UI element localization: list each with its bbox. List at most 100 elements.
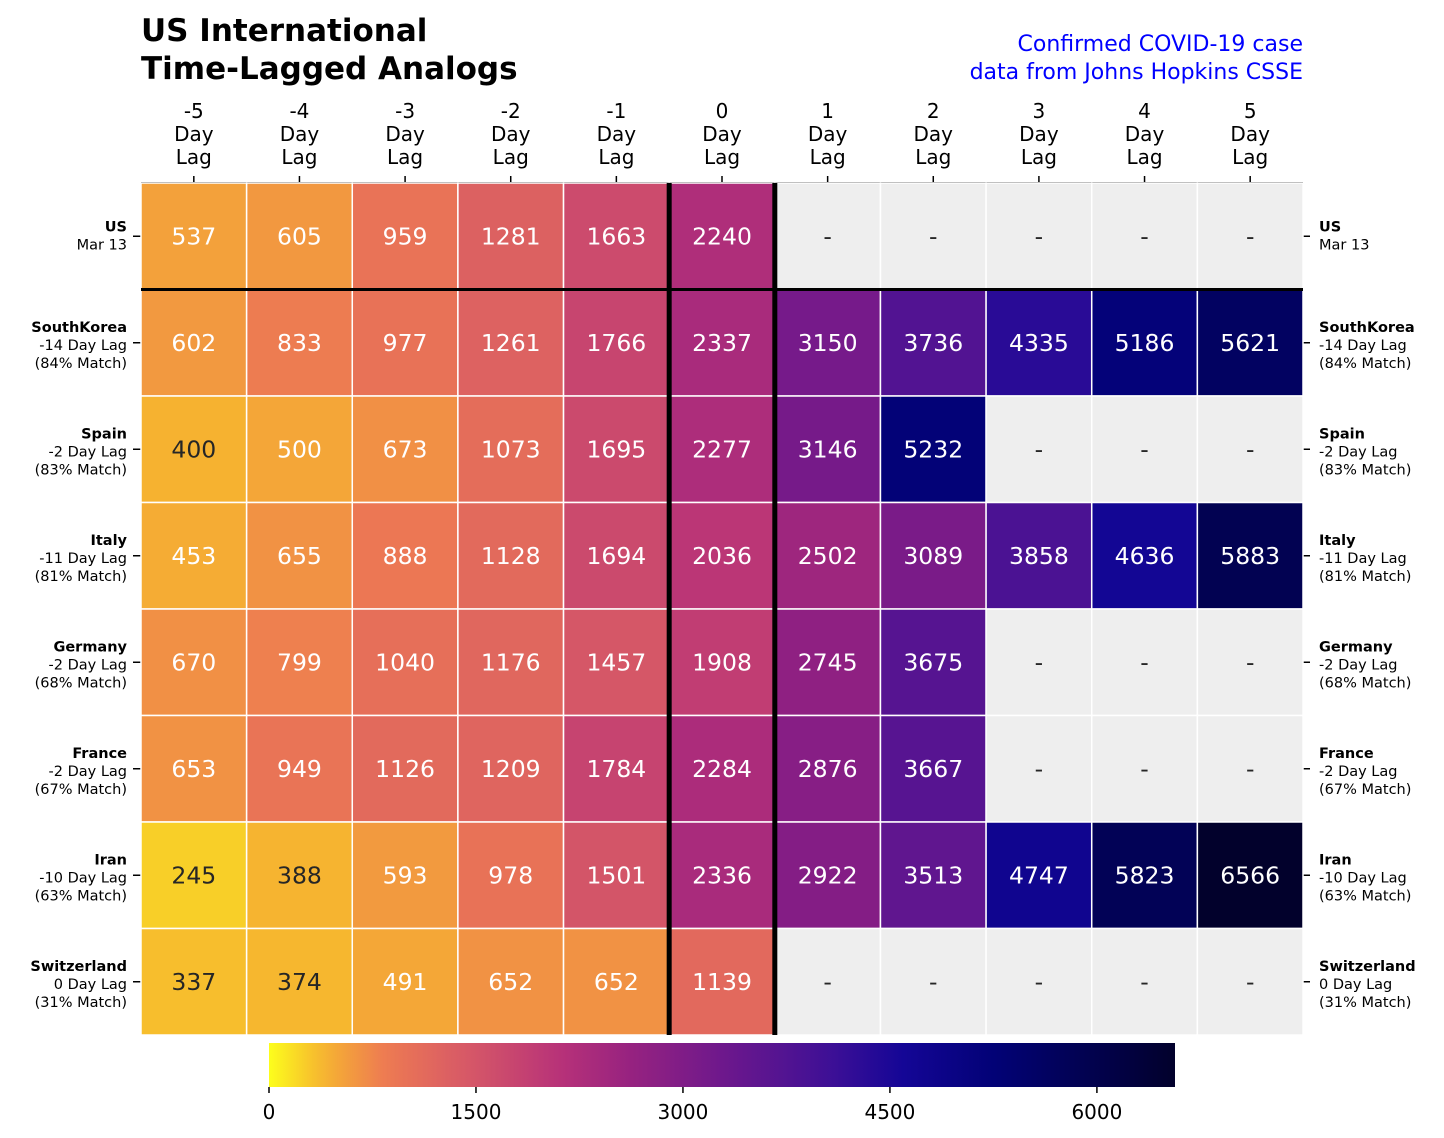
cell-value-label: 2922 xyxy=(798,861,858,889)
row-label-left-5-line-2: (67% Match) xyxy=(35,782,127,798)
cell-value-label: 5883 xyxy=(1220,542,1280,570)
heatmap-cell xyxy=(562,714,670,823)
cell-value-label: 655 xyxy=(277,542,322,570)
heatmap-cell xyxy=(1196,182,1304,291)
row-label-right-0-line-1: Mar 13 xyxy=(1319,237,1369,253)
heatmap-cell xyxy=(1196,821,1304,930)
cell-value-label: 337 xyxy=(171,968,216,996)
cell-value-label: 2277 xyxy=(692,435,752,463)
cell-value-label: 500 xyxy=(277,435,322,463)
cell-value-label: 977 xyxy=(383,329,428,357)
column-header-8-line-1: Day xyxy=(1019,122,1059,146)
colorbar-tick-label-2: 3000 xyxy=(657,1100,708,1124)
column-header-10-line-0: 5 xyxy=(1244,99,1257,123)
heatmap-cell xyxy=(668,821,776,930)
row-label-right-6-line-0: Iran xyxy=(1319,852,1352,868)
heatmap-cell xyxy=(562,608,670,717)
cell-missing-label: - xyxy=(929,968,937,996)
heatmap-cell xyxy=(562,288,670,397)
colorbar-tick-label-3: 4500 xyxy=(864,1100,915,1124)
cell-value-label: 2336 xyxy=(692,861,752,889)
heatmap-cell xyxy=(879,608,987,717)
heatmap-cell xyxy=(774,501,882,610)
heatmap-cell xyxy=(351,927,459,1036)
cell-missing-label: - xyxy=(1140,435,1148,463)
cell-value-label: 605 xyxy=(277,222,322,250)
row-label-right-5-line-1: -2 Day Lag xyxy=(1319,764,1397,780)
heatmap-cell xyxy=(140,821,248,930)
cell-value-label: 245 xyxy=(171,861,216,889)
cell-value-label: 799 xyxy=(277,648,322,676)
row-label-left-5-line-1: -2 Day Lag xyxy=(49,764,127,780)
cell-value-label: 4636 xyxy=(1115,542,1175,570)
chart-title-line-2: Time-Lagged Analogs xyxy=(141,51,518,87)
heatmap-cell xyxy=(1196,501,1304,610)
column-header-1-line-0: -4 xyxy=(289,99,309,123)
row-label-right-7-line-2: (31% Match) xyxy=(1319,995,1411,1011)
cell-value-label: 2502 xyxy=(798,542,858,570)
row-label-right-1-line-0: SouthKorea xyxy=(1319,320,1415,336)
cell-missing-label: - xyxy=(929,222,937,250)
row-label-left-7-line-0: Switzerland xyxy=(30,959,127,975)
cell-value-label: 1128 xyxy=(481,542,541,570)
column-header-5-line-2: Lag xyxy=(704,145,740,169)
heatmap-cell xyxy=(774,821,882,930)
heatmap-cell xyxy=(1090,501,1199,610)
cell-value-label: 1501 xyxy=(586,861,646,889)
cell-value-label: 4335 xyxy=(1009,329,1069,357)
cell-missing-label: - xyxy=(1035,222,1043,250)
row-label-right-7-line-1: 0 Day Lag xyxy=(1319,977,1392,993)
heatmap-cell xyxy=(562,182,670,291)
row-label-right-6-line-2: (63% Match) xyxy=(1319,888,1411,904)
column-header-9-line-2: Lag xyxy=(1126,145,1162,169)
cell-value-label: 1261 xyxy=(481,329,541,357)
cell-value-label: 653 xyxy=(171,755,216,783)
heatmap-cell xyxy=(774,927,882,1036)
column-header-5-line-0: 0 xyxy=(716,99,729,123)
heatmap-cells: 537 605 959 1281 1663 2240 - - - - - 602 833 977 1261 1… xyxy=(140,182,1304,1036)
column-header-6-line-1: Day xyxy=(808,122,848,146)
cell-value-label: 1073 xyxy=(481,435,541,463)
cell-value-label: 5186 xyxy=(1115,329,1175,357)
cell-value-label: 602 xyxy=(171,329,216,357)
row-label-right-6-line-1: -10 Day Lag xyxy=(1319,870,1407,886)
cell-value-label: 3150 xyxy=(798,329,858,357)
column-header-0-line-0: -5 xyxy=(184,99,204,123)
row-label-left-7-line-1: 0 Day Lag xyxy=(54,977,127,993)
heatmap-cell xyxy=(245,608,354,717)
heatmap-cell xyxy=(668,608,776,717)
colorbar-gradient xyxy=(269,1043,1175,1087)
heatmap-cell xyxy=(668,927,776,1036)
row-label-left-3-line-1: -11 Day Lag xyxy=(39,551,127,567)
row-label-right-4-line-0: Germany xyxy=(1319,639,1393,655)
cell-value-label: 3513 xyxy=(903,861,963,889)
column-header-4-line-2: Lag xyxy=(598,145,634,169)
cell-value-label: 1694 xyxy=(586,542,646,570)
heatmap-cell xyxy=(1090,608,1199,717)
heatmap-cell xyxy=(245,182,354,291)
column-header-9-line-0: 4 xyxy=(1138,99,1151,123)
heatmap-cell xyxy=(1196,714,1304,823)
row-label-left-3-line-2: (81% Match) xyxy=(35,569,127,585)
row-label-left-1-line-2: (84% Match) xyxy=(35,356,127,372)
cell-value-label: 670 xyxy=(171,648,216,676)
cell-value-label: 1139 xyxy=(692,968,752,996)
heatmap-cell xyxy=(985,501,1093,610)
cell-missing-label: - xyxy=(823,968,831,996)
column-header-8-line-2: Lag xyxy=(1021,145,1057,169)
heatmap-cell xyxy=(562,927,670,1036)
heatmap-cell xyxy=(1196,927,1304,1036)
colorbar-tick-label-0: 0 xyxy=(263,1100,276,1124)
cell-missing-label: - xyxy=(1140,755,1148,783)
heatmap-cell xyxy=(668,714,776,823)
row-label-right-2-line-1: -2 Day Lag xyxy=(1319,444,1397,460)
row-label-left-0-line-1: Mar 13 xyxy=(77,237,127,253)
column-header-0-line-2: Lag xyxy=(176,145,212,169)
heatmap-cell xyxy=(879,714,987,823)
row-label-left-6-line-0: Iran xyxy=(94,852,127,868)
column-header-7-line-2: Lag xyxy=(915,145,951,169)
cell-value-label: 388 xyxy=(277,861,322,889)
row-label-left-4-line-0: Germany xyxy=(53,639,127,655)
heatmap-cell xyxy=(457,182,565,291)
